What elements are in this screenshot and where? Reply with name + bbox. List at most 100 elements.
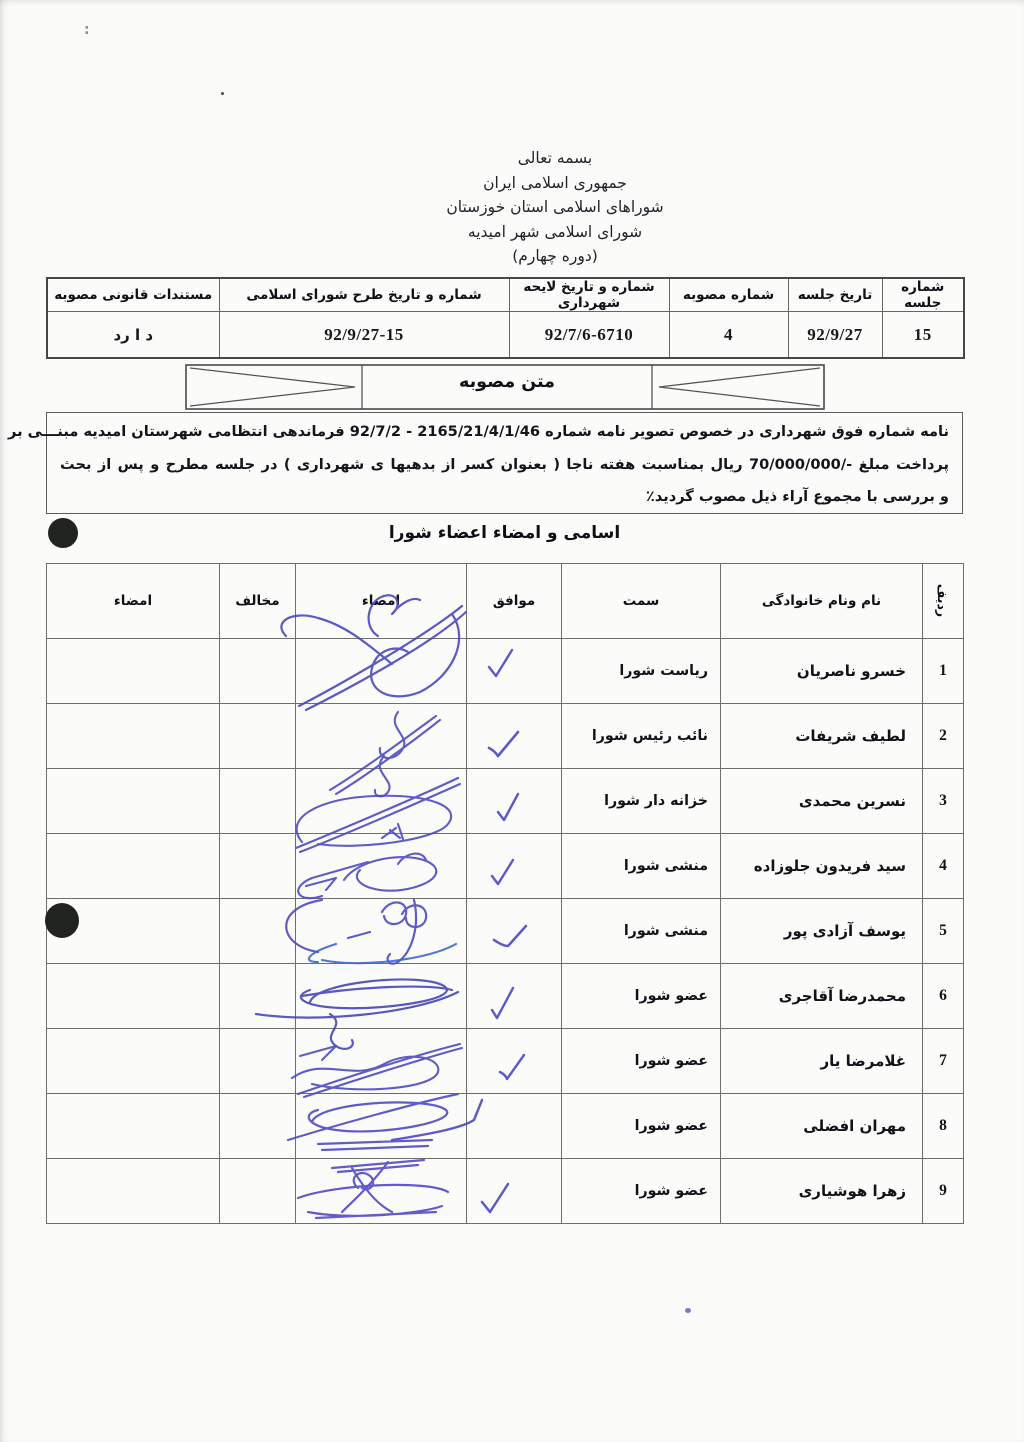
member-no: 3 [922,768,964,834]
agree-cell [466,1028,562,1094]
info-header-bill-no-date: شماره و تاریخ لایحه شهرداری [508,277,670,312]
member-no: 1 [922,638,964,704]
member-position: عضو شورا [561,963,721,1029]
member-row-3: 3 نسرین محمدی خزانه دار شورا [46,768,964,834]
agree-cell [466,1158,562,1224]
oppose-cell [219,1028,296,1094]
members-header-agree: موافق [466,563,562,639]
member-no: 4 [922,833,964,899]
oppose-cell [219,768,296,834]
letterhead-basmala: بسمه تعالی [517,149,593,167]
agree-cell [466,898,562,964]
signature-cell [295,703,467,769]
member-name: خسرو ناصریان [720,638,923,704]
info-value-row: 15 92/9/27 4 92/7/6-6710 92/9/27-15 د ا … [46,311,965,359]
member-name: محمدرضا آقاجری [720,963,923,1029]
member-row-2: 2 لطیف شریفات نائب رئیس شورا [46,703,964,769]
resolution-text: نامه شماره فوق شهرداری در خصوص تصویر نام… [8,412,963,514]
signature-cell [295,638,467,704]
info-value-session-date: 92/9/27 [787,311,883,359]
info-value-bill-no-date: 92/7/6-6710 [508,311,670,359]
resolution-line-3: و بررسی با مجموع آراء ذیل مصوب گردید٪ [645,488,949,505]
member-position: عضو شورا [561,1028,721,1094]
member-position: ریاست شورا [561,638,721,704]
member-name: سید فریدون جلوزاده [720,833,923,899]
info-value-resolution-no: 4 [668,311,789,359]
oppose-signature-cell [46,963,220,1029]
oppose-signature-cell [46,833,220,899]
member-name: لطیف شریفات [720,703,923,769]
banner-left-chevron-icon [189,367,356,407]
member-name: نسرین محمدی [720,768,923,834]
oppose-cell [219,1093,296,1159]
members-header-signature2: امضاء [46,563,220,639]
oppose-cell [219,898,296,964]
members-header-signature: امضاء [295,563,467,639]
member-name: غلامرضا یار [720,1028,923,1094]
oppose-cell [219,703,296,769]
member-position: خزانه دار شورا [561,768,721,834]
signature-cell [295,1093,467,1159]
signature-cell [295,1158,467,1224]
member-no: 6 [922,963,964,1029]
agree-cell [466,963,562,1029]
agree-cell [466,638,562,704]
member-position: عضو شورا [561,1158,721,1224]
oppose-cell [219,638,296,704]
letterhead-city-council: شورای اسلامی شهر امیدیه [467,222,643,241]
member-name: مهران افضلی [720,1093,923,1159]
member-position: منشی شورا [561,833,721,899]
member-row-5: 5 یوسف آزادی پور منشی شورا [46,898,964,964]
info-value-session-no: 15 [881,311,965,359]
oppose-cell [219,833,296,899]
member-row-8: 8 مهران افضلی عضو شورا [46,1093,964,1159]
info-header-plan-no-date: شماره و تاریخ طرح شورای اسلامی [218,277,510,312]
signature-cell [295,963,467,1029]
member-no: 8 [922,1093,964,1159]
member-row-1: 1 خسرو ناصریان ریاست شورا [46,638,964,704]
oppose-signature-cell [46,1093,220,1159]
member-position: عضو شورا [561,1093,721,1159]
info-header-resolution-no: شماره مصوبه [668,277,789,312]
oppose-signature-cell [46,768,220,834]
member-no: 5 [922,898,964,964]
oppose-signature-cell [46,703,220,769]
signature-cell [295,898,467,964]
agree-cell [466,768,562,834]
member-row-9: 9 زهرا هوشیاری عضو شورا [46,1158,964,1224]
members-table: ردیف نام ونام خانوادگی سمت موافق امضاء م… [46,563,964,1224]
oppose-signature-cell [46,638,220,704]
scan-artifact-dot [221,92,224,95]
ink-dot-mark [685,1308,691,1313]
members-header-row: ردیف نام ونام خانوادگی سمت موافق امضاء م… [46,563,964,639]
info-value-legal-docs: د ا رد [46,311,220,359]
resolution-banner [185,364,825,410]
members-header-no: ردیف [922,563,964,639]
members-header-position: سمت [561,563,721,639]
info-header-legal-docs: مستندات قانونی مصوبه [46,277,220,312]
banner-title: متن مصوبه [458,372,556,392]
resolution-line-1: نامه شماره فوق شهرداری در خصوص تصویر نام… [8,423,949,440]
members-section-title: اسامی و امضاء اعضاء شورا [388,523,621,543]
doc-letterhead: بسمه تعالی جمهوری اسلامی ایران شوراهای ا… [320,146,790,269]
members-header-name: نام ونام خانوادگی [720,563,923,639]
info-table: شماره جلسه تاریخ جلسه شماره مصوبه شماره … [46,277,965,359]
info-header-session-date: تاریخ جلسه [787,277,883,312]
agree-cell [466,1093,562,1159]
oppose-cell [219,963,296,1029]
banner-right-chevron-icon [658,367,821,407]
member-no: 7 [922,1028,964,1094]
banner-frame [185,364,825,410]
members-header-oppose: مخالف [219,563,296,639]
info-header-session-no: شماره جلسه [881,277,965,312]
member-position: نائب رئیس شورا [561,703,721,769]
oppose-signature-cell [46,1158,220,1224]
member-no: 2 [922,703,964,769]
member-name: یوسف آزادی پور [720,898,923,964]
member-position: منشی شورا [561,898,721,964]
hole-punch-mark-top [48,518,78,548]
letterhead-term: (دوره چهارم) [512,247,598,266]
member-no: 9 [922,1158,964,1224]
signature-cell [295,833,467,899]
